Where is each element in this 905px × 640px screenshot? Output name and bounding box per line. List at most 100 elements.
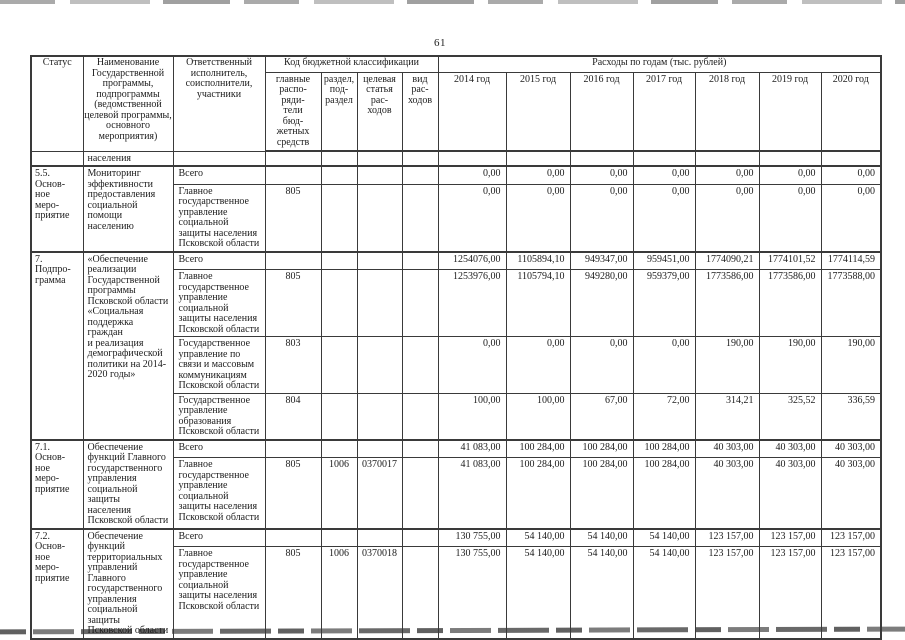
budget-code-cell: 0370017 (356, 457, 403, 529)
budget-code-cell (320, 269, 358, 337)
budget-code-cell (320, 150, 358, 167)
budget-code-cell (401, 457, 439, 529)
executor-cell: Государственное управление по связи и ма… (172, 336, 266, 394)
year-value-cell: 0,00 (569, 336, 634, 394)
table-row: 7.2. Основ- ное меро- приятие Обеспечение… (30, 527, 882, 639)
budget-code-cell (356, 336, 403, 394)
executor-cell: Главное государственное управление социа… (172, 269, 266, 337)
year-value-cell (694, 150, 760, 167)
year-value-cell: 123 157,00 (694, 546, 760, 639)
year-value-cell: 41 083,00 (437, 457, 507, 529)
year-value-cell: 54 140,00 (569, 546, 634, 639)
budget-code-cell: 805 (264, 269, 322, 337)
continuation-row: населения (30, 150, 882, 167)
scan-artifact-top (0, 0, 905, 4)
year-value-cell: 0,00 (632, 336, 696, 394)
header-year-2020: 2020 год (820, 71, 882, 152)
year-value-cell: 1773586,00 (758, 269, 822, 337)
budget-code-cell (401, 546, 439, 639)
year-value-cell: 54 140,00 (505, 527, 571, 547)
year-value-cell: 314,21 (694, 392, 760, 440)
budget-code-cell (264, 527, 322, 547)
year-value-cell: 54 140,00 (632, 546, 696, 639)
year-value-cell: 0,00 (437, 183, 507, 252)
year-value-cell: 949280,00 (569, 269, 634, 337)
executor-cell: Государственное управление образования П… (172, 392, 266, 440)
header-budget-code: Код бюджетной классификации (264, 55, 439, 73)
table-row: Государственное управление образования П… (31, 392, 882, 440)
year-value-cell: 959451,00 (632, 250, 696, 270)
budget-code-cell (320, 183, 358, 252)
year-value-cell: 54 140,00 (505, 546, 571, 639)
table-row: Государственное управление по связи и ма… (31, 336, 882, 394)
year-value-cell: 72,00 (632, 392, 696, 440)
year-value-cell: 1774101,52 (758, 250, 822, 270)
year-value-cell: 100 284,00 (632, 457, 696, 529)
year-value-cell: 949347,00 (569, 250, 634, 270)
executor-cell: Главное государственное управление социа… (172, 457, 266, 529)
year-value-cell: 54 140,00 (569, 527, 634, 547)
year-value-cell: 1254076,00 (437, 250, 507, 270)
header-budget-subcol-vid: вид рас- ходов (401, 71, 439, 152)
year-value-cell: 0,00 (820, 165, 882, 185)
program-name-cell: Обеспечение функций Главного государстве… (82, 438, 174, 529)
year-value-cell: 0,00 (694, 183, 760, 252)
budget-code-cell (356, 165, 403, 185)
budget-code-cell (320, 527, 358, 547)
status-cell: 7.2. Основ- ное меро- приятие (30, 527, 84, 639)
year-value-cell (820, 150, 882, 167)
header-row-top: Статус Наименование Государственной прог… (30, 55, 882, 152)
status-cell: 7. Подпро- грамма (30, 250, 84, 440)
program-name-cell: Мониторинг эффективности предоставления … (82, 165, 174, 252)
year-value-cell: 190,00 (820, 336, 882, 394)
header-budget-subcol-grbs: главные распо- ряди- тели бюд- жетных ср… (264, 71, 322, 152)
budget-code-cell (320, 165, 358, 185)
year-value-cell: 0,00 (569, 165, 634, 185)
header-executor: Ответственный исполнитель, соисполнители… (172, 55, 266, 152)
header-program-name: Наименование Государственной программы, … (82, 55, 174, 152)
year-value-cell: 123 157,00 (758, 546, 822, 639)
header-year-2019: 2019 год (758, 71, 822, 152)
year-value-cell: 100 284,00 (505, 438, 571, 458)
year-value-cell: 100 284,00 (632, 438, 696, 458)
year-value-cell: 336,59 (820, 392, 882, 440)
budget-code-cell (356, 250, 403, 270)
table-row: Главное государственное управление социа… (31, 183, 882, 252)
year-value-cell: 100 284,00 (569, 457, 634, 529)
budget-code-cell: 1006 (320, 457, 358, 529)
year-value-cell: 1253976,00 (437, 269, 507, 337)
year-value-cell: 40 303,00 (694, 438, 760, 458)
year-value-cell: 0,00 (505, 165, 571, 185)
header-year-2017: 2017 год (632, 71, 696, 152)
budget-code-cell: 1006 (320, 546, 358, 639)
year-value-cell (758, 150, 822, 167)
header-year-2016: 2016 год (569, 71, 634, 152)
table-row: 7.1. Основ- ное меро- приятие Обеспечение… (30, 438, 882, 529)
year-value-cell: 0,00 (437, 165, 507, 185)
budget-code-cell (264, 165, 322, 185)
table-header: Статус Наименование Государственной прог… (30, 55, 882, 152)
year-value-cell: 130 755,00 (437, 546, 507, 639)
year-value-cell (569, 150, 634, 167)
budget-code-cell: 0370018 (356, 546, 403, 639)
year-value-cell: 1774090,21 (694, 250, 760, 270)
year-value-cell: 123 157,00 (694, 527, 760, 547)
budget-code-cell: 805 (264, 457, 322, 529)
header-year-2015: 2015 год (505, 71, 571, 152)
header-row-sub: главные распо- ряди- тели бюд- жетных ср… (31, 71, 882, 152)
year-value-cell: 190,00 (694, 336, 760, 394)
program-name-cell: Обеспечение функций территориальных упра… (82, 527, 174, 639)
status-cell: 7.1. Основ- ное меро- приятие (30, 438, 84, 529)
executor-cell: Главное государственное управление социа… (172, 546, 266, 639)
budget-code-cell (356, 150, 403, 167)
budget-code-cell (401, 527, 439, 547)
budget-code-cell (401, 438, 439, 458)
year-value-cell: 40 303,00 (758, 457, 822, 529)
header-budget-subcol-razdel: раздел, под- раздел (320, 71, 358, 152)
budget-code-cell (264, 150, 322, 167)
table-row: 7. Подпро- грамма «Обеспечение реализации… (30, 250, 882, 440)
year-value-cell: 67,00 (569, 392, 634, 440)
year-value-cell: 0,00 (632, 165, 696, 185)
year-value-cell: 40 303,00 (758, 438, 822, 458)
year-value-cell (632, 150, 696, 167)
